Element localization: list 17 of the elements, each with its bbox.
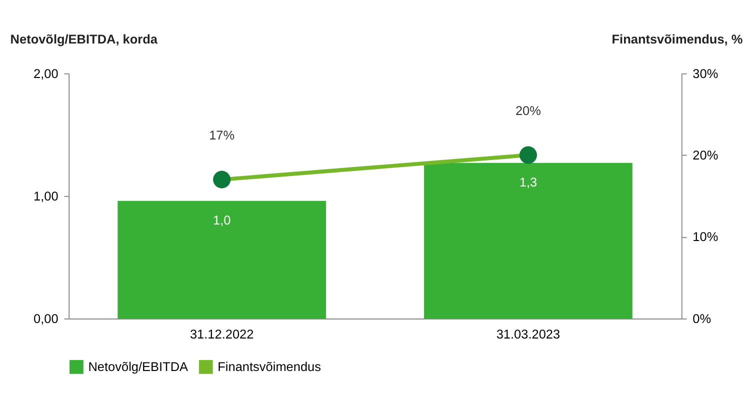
y-tick-label: 1,00 <box>34 188 58 204</box>
y2-tick-label: 20% <box>692 147 718 162</box>
y2-tick-label: 10% <box>692 229 718 244</box>
legend-label: Finantsvõimendus <box>218 358 321 374</box>
legend-label: Netovõlg/EBITDA <box>88 358 189 374</box>
x-tick-label: 31.12.2022 <box>190 326 254 342</box>
y2-tick-label: 0% <box>692 310 712 326</box>
y-axis-title: Netovõlg/EBITDA, korda <box>10 31 158 46</box>
data-label: 20% <box>515 102 541 118</box>
data-label: 1,0 <box>212 212 231 228</box>
data-label: 17% <box>209 127 235 142</box>
y-tick-label: 0,00 <box>34 310 58 326</box>
y2-axis-title: Finantsvõimendus, % <box>612 31 743 46</box>
y-tick-label: 2,00 <box>34 66 58 81</box>
x-tick-label: 31.03.2023 <box>496 326 560 342</box>
data-label: 1,3 <box>519 174 538 190</box>
y2-tick-label: 30% <box>692 66 718 81</box>
